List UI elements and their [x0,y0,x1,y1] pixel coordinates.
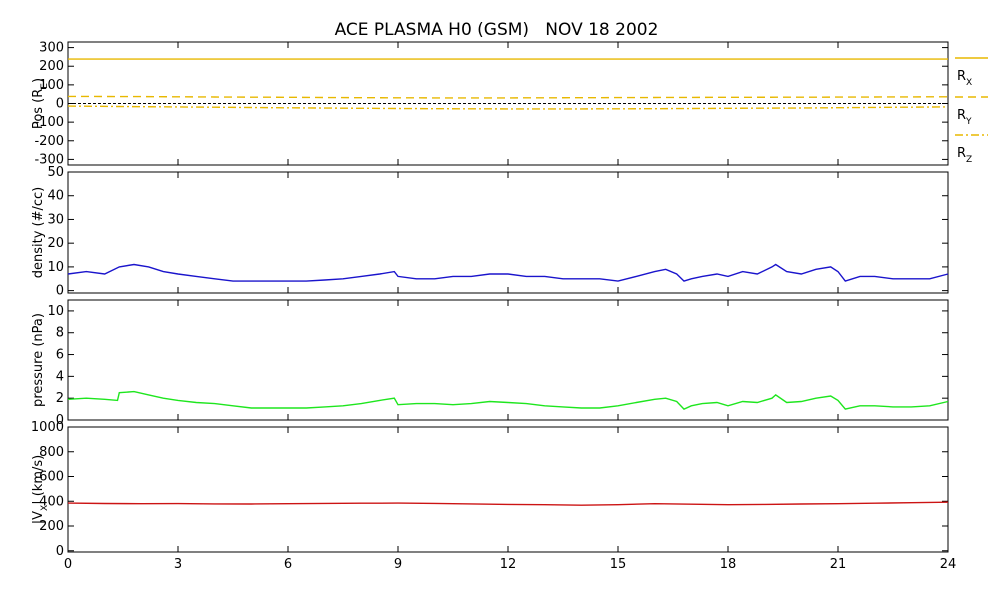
y-axis-label-part: | (km/s) [31,455,46,505]
legend-label-main: R [957,146,966,161]
y-tick-label: 50 [47,165,64,180]
y-tick-label: 300 [39,41,64,56]
y-tick-label: 20 [47,236,64,251]
y-tick-label: 2 [56,391,64,406]
legend-label-sub: Z [966,155,972,165]
y-axis-label: |VX| (km/s) [31,455,50,524]
panel-frame [67,171,949,294]
legend-label-main: R [957,108,966,123]
y-axis-label: pressure (nPa) [31,313,46,407]
y-axis-label-part: Pos (R [31,89,46,129]
y-tick-label: 0 [56,544,64,559]
y-tick-label: 0 [56,97,64,112]
y-axis-label: Pos (RE) [31,78,50,129]
x-tick-label: 9 [394,557,402,572]
y-tick-label: 4 [56,369,64,384]
chart-title: ACE PLASMA H0 (GSM) NOV 18 2002 [334,20,659,40]
series-line [67,501,949,506]
y-tick-label: 10 [47,260,64,275]
y-tick-label: 1000 [31,420,64,435]
y-tick-label: 6 [56,348,64,363]
legend-label-sub: Y [965,117,972,127]
series-line [67,95,949,99]
y-axis-label-part: pressure (nPa) [31,313,46,407]
x-tick-label: 18 [720,557,737,572]
y-tick-label: 800 [39,445,64,460]
x-tick-label: 15 [610,557,627,572]
y-tick-label: 8 [56,326,64,341]
x-tick-label: 3 [174,557,182,572]
y-tick-label: -100 [34,115,64,130]
y-tick-label: 0 [56,413,64,428]
y-tick-label: 600 [39,470,64,485]
y-tick-label: -300 [34,152,64,167]
y-axis-label-part: density (#/cc) [31,187,46,279]
y-axis-label: density (#/cc) [31,187,46,279]
y-axis-label-part: E [40,83,50,89]
legend-label-sub: X [966,78,972,88]
y-tick-label: 200 [39,59,64,74]
y-tick-label: -200 [34,134,64,149]
y-tick-label: 10 [47,304,64,319]
legend-label: RZ [957,146,972,165]
x-tick-label: 6 [284,557,292,572]
x-tick-label: 12 [500,557,517,572]
legend-label: RX [957,69,972,88]
series-line [67,263,949,282]
y-tick-label: 400 [39,494,64,509]
y-axis-label-part: ) [31,78,46,83]
legend-label: RY [957,108,972,127]
y-axis-label-part: |V [31,511,46,524]
y-tick-label: 40 [47,189,64,204]
y-tick-label: 30 [47,212,64,227]
series-line [67,390,949,410]
y-tick-label: 0 [56,284,64,299]
x-tick-label: 24 [940,557,957,572]
series-line [67,105,949,110]
x-tick-label: 0 [64,557,72,572]
y-axis-label-part: X [40,505,50,511]
x-tick-label: 21 [830,557,847,572]
y-tick-label: 100 [39,78,64,93]
panel-frame [67,426,949,553]
y-tick-label: 200 [39,519,64,534]
legend-label-main: R [957,69,966,84]
